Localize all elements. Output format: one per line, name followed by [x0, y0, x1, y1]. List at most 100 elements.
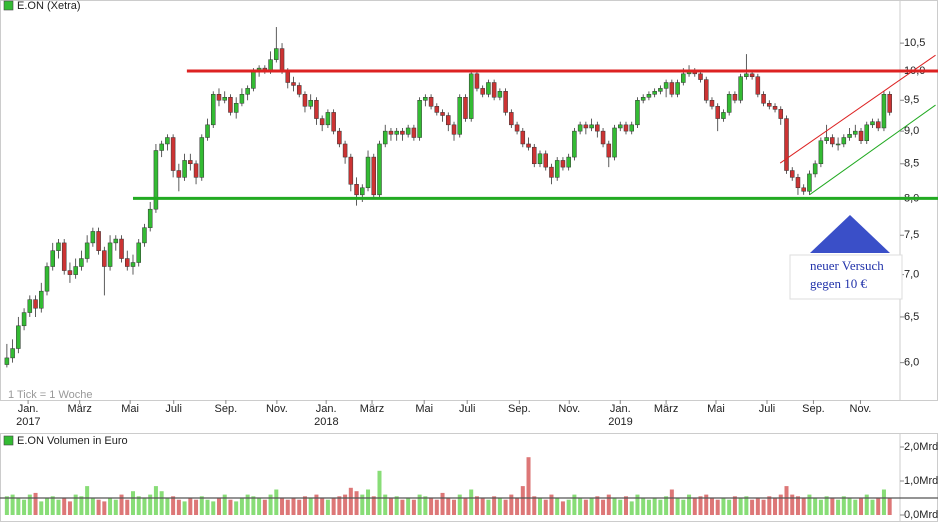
x-tick-label: Juli [459, 403, 476, 415]
volume-bar [773, 498, 778, 515]
candle-body [451, 124, 457, 135]
legend-swatch [3, 435, 14, 446]
candle-body [314, 100, 319, 119]
volume-bar [194, 499, 199, 515]
candle-body [119, 238, 124, 259]
volume-bar [113, 499, 118, 515]
candle-body [566, 156, 571, 168]
candle-body [583, 124, 589, 129]
volume-bar [687, 494, 692, 515]
x-tick-label: Nov. [850, 403, 872, 415]
volume-bar [583, 499, 588, 515]
volume-bar [188, 498, 193, 515]
volume-bar [503, 499, 508, 515]
candle-body [491, 82, 497, 98]
candle-body [858, 130, 864, 141]
volume-bar [85, 486, 90, 515]
candle-body [835, 143, 841, 146]
volume-bar [859, 498, 864, 515]
candle-body [176, 170, 182, 178]
candle-body [841, 137, 847, 145]
candle-body [102, 250, 107, 267]
candle-body [514, 124, 520, 132]
candle-body [646, 94, 652, 98]
candle-body [274, 48, 279, 60]
volume-bar [297, 499, 302, 515]
volume-bar [755, 498, 760, 515]
volume-bar [543, 499, 548, 515]
candle-body [767, 103, 772, 107]
candle-body [761, 94, 766, 104]
volume-bar [429, 498, 434, 515]
volume-bar [446, 498, 451, 515]
volume-bar [199, 496, 204, 515]
candle-body [818, 140, 824, 165]
candle-body [572, 130, 577, 158]
candle-body [239, 94, 245, 104]
volume-bar [692, 498, 697, 515]
volume-bar [125, 499, 130, 515]
x-tick-label: März [67, 403, 91, 415]
volume-bar [595, 496, 600, 515]
candle-body [812, 163, 818, 175]
volume-bar [881, 489, 886, 515]
candle-body [337, 130, 342, 145]
y-tick-label: 10,5 [904, 37, 925, 49]
candle-body [153, 150, 159, 210]
candle-body [279, 48, 285, 72]
volume-bar [767, 496, 772, 515]
x-tick-label: März [654, 403, 678, 415]
candle-body [474, 73, 480, 89]
legend-swatch [3, 0, 14, 11]
candle-body [681, 73, 686, 83]
volume-bar [652, 498, 657, 515]
candle-body [549, 166, 554, 178]
y-tick-label: 7,5 [904, 229, 919, 241]
volume-bar [73, 494, 78, 515]
volume-bar [222, 494, 227, 515]
candle-body [612, 127, 617, 158]
candle-body [331, 112, 336, 132]
candle-body [136, 242, 141, 263]
candle-body [400, 130, 405, 135]
volume-bar [280, 498, 285, 515]
volume-bar [566, 499, 571, 515]
candle-body [732, 94, 738, 101]
volume-bar [136, 496, 141, 515]
volume-bar [750, 499, 755, 515]
volume-bar [589, 498, 594, 515]
volume-bar [27, 494, 32, 515]
volume-bar [56, 499, 61, 515]
volume-bar [876, 498, 881, 515]
volume-bar [818, 499, 823, 515]
volume-bar [348, 487, 353, 515]
volume-bar [555, 498, 560, 515]
candle-body [205, 124, 210, 138]
volume-bar [39, 501, 44, 515]
candle-body [113, 238, 119, 244]
candle-body [663, 82, 669, 89]
volume-bar [847, 498, 852, 515]
candle-body [39, 290, 44, 309]
volume-bar [681, 499, 686, 515]
volume-bar [182, 501, 187, 515]
volume-bar [394, 496, 399, 515]
volume-bar [423, 496, 428, 515]
candle-body [193, 163, 199, 178]
volume-bar [497, 498, 502, 515]
volume-bar [354, 491, 359, 515]
candle-body [749, 73, 755, 77]
volume-bar [159, 491, 164, 515]
candle-body [640, 97, 646, 101]
volume-bar [377, 470, 382, 515]
candle-body [617, 124, 623, 129]
volume-bar [715, 499, 720, 515]
volume-bar [704, 494, 709, 515]
candle-body [554, 160, 560, 178]
candle-body [537, 153, 543, 165]
volume-bar [778, 494, 783, 515]
candle-body [142, 227, 147, 244]
volume-bar [171, 496, 176, 515]
candle-body [709, 100, 715, 107]
